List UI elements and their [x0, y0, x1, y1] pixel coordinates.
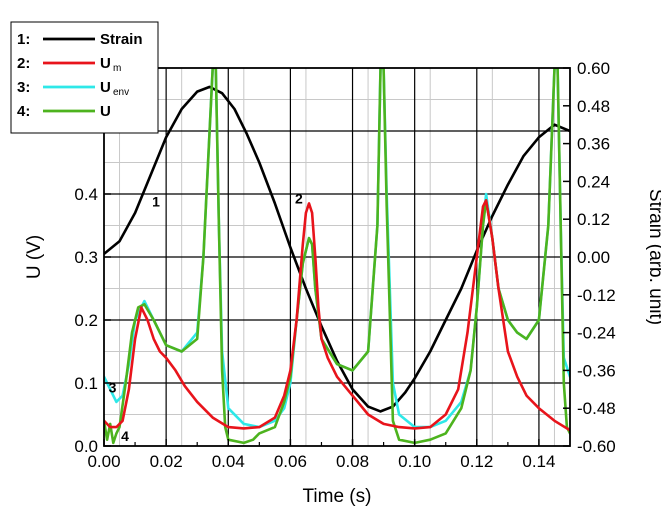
y-axis-title: U (V) — [24, 235, 45, 279]
x-tick-label: 0.14 — [522, 452, 555, 471]
x-axis-title: Time (s) — [303, 486, 372, 507]
y2-tick-label: -0.48 — [577, 399, 616, 418]
series-line-u — [104, 68, 570, 445]
legend-number: 1: — [17, 31, 30, 48]
x-tick-label: 0.12 — [460, 452, 493, 471]
legend-label: U — [100, 103, 111, 120]
y2-tick-label: -0.12 — [577, 286, 616, 305]
y2-tick-label: 0.00 — [577, 248, 610, 267]
y2-tick-label: 0.36 — [577, 135, 610, 154]
legend-label-subscript: m — [113, 63, 121, 74]
series-line-strain — [104, 85, 570, 413]
annotation-label: 3 — [109, 379, 117, 395]
annotation-label: 4 — [121, 428, 129, 444]
y-tick-label: 0.3 — [74, 248, 98, 267]
annotations: 1 2 3 4 — [109, 190, 303, 444]
legend-label: U — [100, 55, 111, 72]
tick-labels: 0.00 0.02 0.04 0.06 0.08 0.10 0.12 0.14 0.0 0.1 0.… — [74, 59, 615, 471]
y2-tick-label: -0.60 — [577, 437, 616, 456]
y-tick-label: 0.2 — [74, 311, 98, 330]
legend-label-subscript: env — [113, 87, 129, 98]
ticks — [103, 67, 570, 447]
legend-number: 2: — [17, 55, 30, 72]
x-tick-label: 0.00 — [87, 452, 120, 471]
x-tick-label: 0.04 — [212, 452, 245, 471]
series-layer — [104, 68, 570, 445]
y-tick-label: 0.4 — [74, 185, 98, 204]
legend-label: Strain — [100, 31, 143, 48]
y2-axis-title: Strain (arb. unit) — [645, 189, 661, 325]
y2-tick-label: 0.12 — [577, 210, 610, 229]
legend-label: U — [100, 79, 111, 96]
y-tick-label: 0.0 — [74, 437, 98, 456]
legend-number: 3: — [17, 79, 30, 96]
legend-box — [10, 21, 159, 134]
y2-tick-label: 0.24 — [577, 172, 610, 191]
legend-number: 4: — [17, 103, 30, 120]
x-tick-label: 0.02 — [150, 452, 183, 471]
x-tick-label: 0.10 — [398, 452, 431, 471]
x-tick-label: 0.08 — [336, 452, 369, 471]
annotation-label: 2 — [295, 190, 303, 206]
y2-tick-label: -0.24 — [577, 324, 616, 343]
y2-tick-label: -0.36 — [577, 361, 616, 380]
y2-tick-label: 0.48 — [577, 97, 610, 116]
y2-tick-label: 0.60 — [577, 59, 610, 78]
annotation-label: 1 — [152, 194, 160, 210]
x-tick-label: 0.06 — [274, 452, 307, 471]
grid — [104, 68, 570, 446]
y-tick-label: 0.1 — [74, 374, 98, 393]
series-line-um — [104, 199, 570, 432]
